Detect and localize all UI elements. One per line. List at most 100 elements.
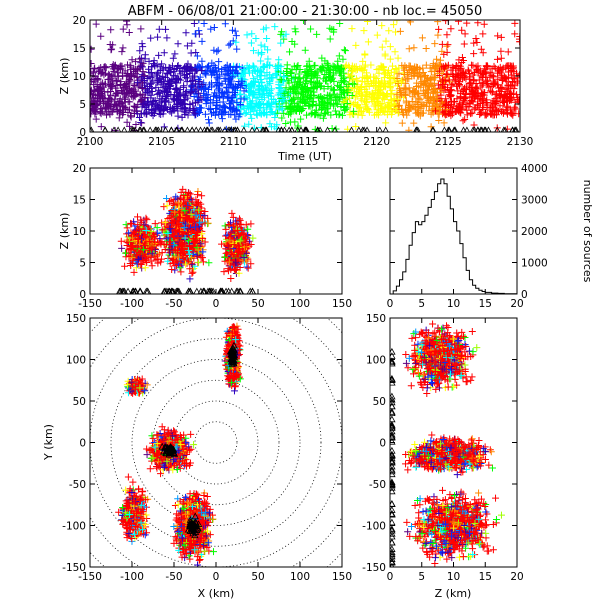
- source-mark: [320, 110, 328, 118]
- source-mark: [124, 71, 132, 79]
- ground-marker: [234, 126, 241, 132]
- source-mark: [510, 85, 518, 93]
- source-mark: [209, 67, 217, 75]
- source-mark: [379, 92, 387, 100]
- source-mark: [362, 92, 370, 100]
- source-mark: [400, 84, 408, 92]
- source-mark: [253, 106, 261, 114]
- source-mark: [232, 32, 240, 40]
- source-mark: [351, 93, 359, 101]
- source-mark: [213, 108, 221, 116]
- y-tick-label: 15: [73, 195, 86, 207]
- source-mark: [509, 65, 517, 73]
- source-mark: [200, 20, 208, 28]
- source-mark: [167, 68, 175, 76]
- ground-marker: [147, 126, 154, 132]
- source-mark: [341, 47, 349, 55]
- source-mark: [469, 61, 477, 69]
- source-mark: [388, 62, 396, 70]
- source-mark: [300, 20, 308, 25]
- source-mark: [361, 51, 369, 59]
- source-mark: [171, 50, 179, 58]
- source-mark: [387, 96, 395, 104]
- source-mark: [141, 255, 149, 263]
- source-mark: [497, 54, 505, 62]
- source-mark: [433, 63, 441, 71]
- source-mark: [336, 110, 344, 118]
- x-tick-label: 0: [213, 298, 220, 310]
- source-mark: [412, 109, 420, 117]
- source-mark: [269, 74, 277, 82]
- source-mark: [204, 85, 212, 93]
- source-mark: [253, 68, 261, 76]
- source-mark: [132, 58, 140, 66]
- y-tick-label: 10: [73, 71, 86, 83]
- source-mark: [185, 237, 193, 245]
- source-mark: [236, 110, 244, 118]
- source-mark: [153, 70, 161, 78]
- source-mark: [154, 33, 162, 41]
- source-mark: [184, 230, 192, 238]
- source-mark: [459, 117, 467, 125]
- source-mark: [288, 38, 296, 46]
- source-mark: [241, 93, 249, 101]
- source-mark: [186, 243, 194, 251]
- source-mark: [383, 101, 391, 109]
- source-mark: [382, 119, 390, 127]
- source-mark: [256, 101, 264, 109]
- source-mark: [160, 241, 168, 249]
- source-mark: [187, 64, 195, 72]
- source-mark: [487, 110, 495, 118]
- source-mark: [358, 92, 366, 100]
- source-mark: [97, 63, 105, 71]
- source-mark: [195, 258, 203, 266]
- chart-title: ABFM - 06/08/01 21:00:00 - 21:30:00 - nb…: [128, 4, 483, 19]
- source-mark: [329, 69, 337, 77]
- ground-marker: [141, 126, 148, 132]
- source-mark: [409, 88, 417, 96]
- source-mark: [108, 107, 116, 115]
- ground-marker: [184, 126, 191, 132]
- x-tick-label: 2120: [363, 136, 390, 148]
- ground-marker: [90, 126, 95, 132]
- source-mark: [111, 62, 119, 70]
- source-mark: [121, 262, 129, 270]
- source-mark: [431, 40, 439, 48]
- source-mark: [226, 237, 234, 245]
- source-mark: [503, 110, 511, 118]
- ground-marker: [451, 126, 458, 132]
- source-mark: [153, 71, 161, 79]
- time-height-sources: [90, 20, 520, 132]
- source-mark: [402, 84, 410, 92]
- source-mark: [470, 121, 478, 129]
- source-mark: [385, 27, 393, 35]
- source-mark: [119, 102, 127, 110]
- source-mark: [442, 71, 450, 79]
- source-mark: [109, 61, 117, 69]
- source-mark: [375, 69, 383, 77]
- source-mark: [303, 77, 311, 85]
- source-mark: [303, 62, 311, 70]
- source-mark: [386, 43, 394, 51]
- source-mark: [235, 269, 243, 277]
- source-mark: [442, 62, 450, 70]
- source-mark: [364, 80, 372, 88]
- source-mark: [363, 99, 371, 107]
- source-mark: [195, 198, 203, 206]
- source-mark: [194, 191, 202, 199]
- source-mark: [224, 67, 232, 75]
- source-mark: [215, 87, 223, 95]
- source-mark: [489, 88, 497, 96]
- ground-marker: [348, 126, 355, 132]
- source-mark: [410, 119, 418, 127]
- y-tick-label: 0: [521, 289, 528, 301]
- source-mark: [226, 40, 234, 48]
- source-mark: [257, 41, 265, 49]
- source-mark: [174, 62, 182, 70]
- source-mark: [272, 69, 280, 77]
- source-mark: [156, 63, 164, 71]
- source-mark: [194, 228, 202, 236]
- source-mark: [156, 107, 164, 115]
- source-mark: [447, 25, 455, 33]
